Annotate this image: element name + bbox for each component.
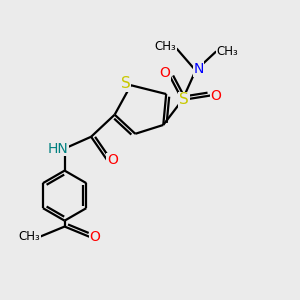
Text: O: O xyxy=(107,153,118,167)
Text: CH₃: CH₃ xyxy=(154,40,176,53)
Text: N: N xyxy=(194,62,204,76)
Text: S: S xyxy=(121,76,130,91)
Text: CH₃: CH₃ xyxy=(217,45,238,58)
Text: S: S xyxy=(179,92,189,107)
Text: HN: HN xyxy=(48,142,68,155)
Text: O: O xyxy=(89,230,100,244)
Text: CH₃: CH₃ xyxy=(18,230,40,243)
Text: O: O xyxy=(159,66,170,80)
Text: O: O xyxy=(210,88,221,103)
